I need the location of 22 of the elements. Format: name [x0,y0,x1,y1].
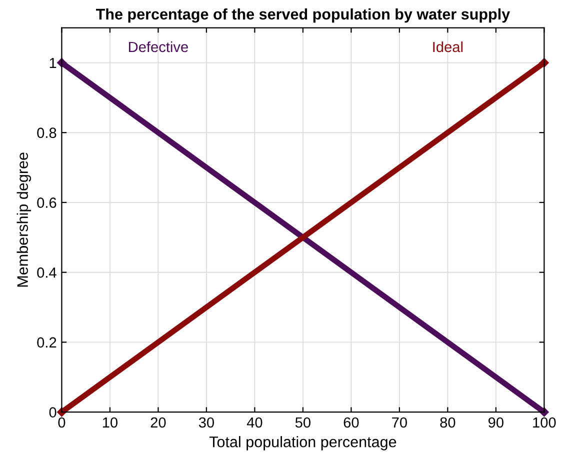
x-tick-label: 90 [488,417,504,428]
y-tick-label: 1 [50,58,56,68]
text: Ideal [433,41,463,52]
x-tick-label: 60 [344,417,359,428]
y-tick-label: 0.2 [37,337,56,348]
y-tick-label: 0.4 [37,267,56,278]
chart-title: The percentage of the served population by water supply [96,8,510,23]
x-tick-label: 70 [392,417,407,428]
x-tick-label: 50 [295,417,310,428]
y-tick-label: 0 [49,407,56,418]
y-axis-title: Membership degree [16,152,32,287]
x-tick-label: 10 [102,417,118,428]
x-tick-label: 100 [533,417,556,428]
x-tick-label: 30 [198,417,214,428]
text: Defective [129,41,188,52]
x-tick-label: 20 [150,417,166,428]
y-tick-label: 0.8 [37,128,56,138]
y-tick-label: 0.6 [37,198,56,208]
x-tick-label: 80 [440,417,456,428]
x-tick-label: 0 [58,417,66,428]
x-axis-title: Total population percentage [209,436,396,450]
x-tick-label: 40 [246,417,262,428]
